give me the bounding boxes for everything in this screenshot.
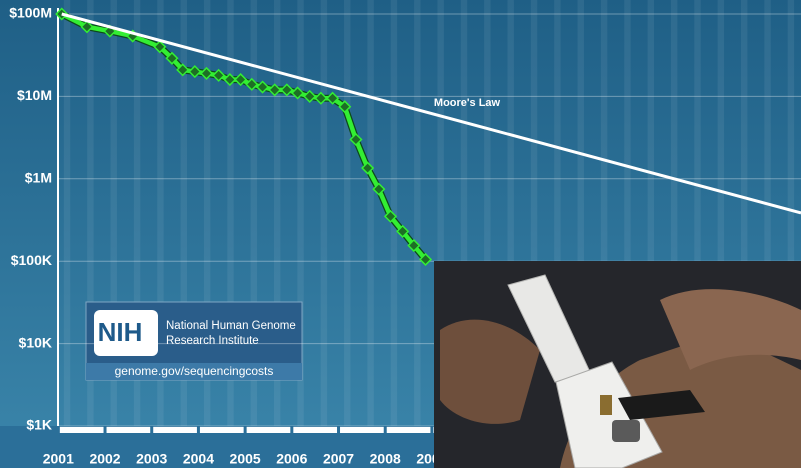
x-tick-label: 2005	[230, 451, 261, 467]
stripe	[787, 0, 795, 430]
data-point	[199, 66, 214, 80]
stripe	[157, 0, 164, 430]
stripe	[460, 0, 468, 430]
stripe	[740, 0, 748, 430]
x-tick-label: 2009	[416, 451, 447, 467]
stripe	[414, 0, 421, 430]
data-point	[188, 65, 202, 79]
data-point	[407, 238, 421, 253]
data-point	[396, 224, 410, 238]
stripe	[297, 0, 304, 430]
data-point	[326, 91, 340, 105]
stripe	[273, 0, 281, 430]
series-label: Moore's Law	[434, 97, 501, 109]
data-point	[338, 100, 352, 114]
y-tick-label: $100M	[9, 5, 52, 21]
stripe	[600, 0, 608, 430]
data-point	[383, 209, 398, 223]
y-tick-label: $100K	[11, 252, 52, 268]
data-point	[291, 86, 305, 100]
stripe	[320, 0, 328, 430]
y-tick-label: $1M	[25, 170, 52, 186]
logo-url: genome.gov/sequencingcosts	[115, 364, 274, 378]
data-point	[176, 63, 190, 77]
stripe	[717, 0, 725, 430]
nih-logo: NIH National Human Genome Research Insti…	[85, 301, 303, 381]
stripe	[694, 0, 701, 430]
data-point	[372, 182, 386, 196]
stripe	[437, 0, 444, 430]
stripe	[203, 0, 211, 430]
stripe	[484, 0, 491, 430]
stripe	[133, 0, 141, 430]
x-tick-label: 2001	[43, 451, 74, 467]
logo-badge	[94, 310, 158, 356]
data-point	[349, 132, 363, 147]
data-point	[361, 161, 375, 175]
data-point	[255, 80, 270, 94]
x-tick-label: 2004	[183, 451, 214, 467]
data-point	[280, 83, 294, 97]
data-point	[80, 20, 94, 34]
stripe	[577, 0, 584, 430]
y-tick-label: $10M	[17, 87, 52, 103]
stripe	[227, 0, 234, 430]
stripe	[180, 0, 188, 430]
data-point	[165, 51, 179, 65]
stripe	[507, 0, 514, 430]
x-tick-label: 2002	[89, 451, 120, 467]
stripe	[554, 0, 561, 430]
data-point	[223, 73, 237, 87]
data-point	[55, 7, 69, 21]
logo-footer	[86, 363, 302, 380]
data-point	[418, 252, 433, 267]
series-line	[61, 12, 801, 215]
data-point	[314, 91, 328, 105]
x-tick-label: 2008	[370, 451, 401, 467]
series-line	[60, 11, 428, 261]
x-tick-label: 2006	[276, 451, 307, 467]
stripe	[647, 0, 655, 430]
stripe	[367, 0, 374, 430]
stripe	[250, 0, 258, 430]
stripe	[87, 0, 94, 430]
stripe	[764, 0, 771, 430]
stripe	[110, 0, 117, 430]
x-tick-label: 2007	[323, 451, 354, 467]
x-tick-label: 2003	[136, 451, 167, 467]
data-point	[268, 83, 282, 97]
data-point	[245, 77, 259, 91]
logo-name: Research Institute	[166, 335, 259, 347]
data-point	[212, 68, 226, 82]
logo-acronym: NIH	[98, 317, 143, 347]
stripe	[63, 0, 71, 430]
stripe	[344, 0, 351, 430]
data-point	[303, 89, 317, 103]
data-point	[234, 73, 248, 87]
stripe	[670, 0, 678, 430]
logo-name: National Human Genome	[166, 320, 296, 332]
stripes	[63, 0, 795, 430]
stripe	[624, 0, 631, 430]
y-tick-label: $10K	[19, 334, 52, 350]
stripe	[530, 0, 538, 430]
y-tick-label: $1K	[26, 417, 52, 433]
data-point	[153, 40, 167, 54]
